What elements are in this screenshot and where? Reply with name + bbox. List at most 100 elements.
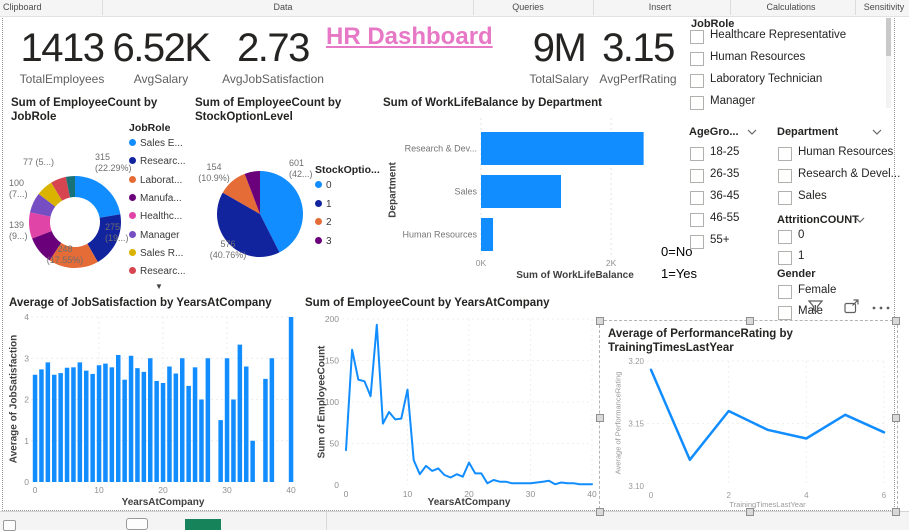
- bar[interactable]: [180, 358, 185, 482]
- bar[interactable]: [481, 175, 562, 208]
- bar[interactable]: [192, 367, 198, 482]
- bar[interactable]: [160, 383, 166, 482]
- filter-checkbox-department[interactable]: [778, 147, 792, 161]
- filter-checkbox-department[interactable]: [778, 191, 792, 205]
- more-options-icon[interactable]: [871, 304, 893, 312]
- legend-item[interactable]: Healthc...: [129, 211, 182, 222]
- bar-chart-jobsatisfaction-by-yearsatcompany[interactable]: Average of JobSatisfaction by YearsAtCom…: [5, 294, 301, 510]
- donut-segment[interactable]: [32, 230, 62, 261]
- bar[interactable]: [244, 366, 249, 483]
- bar[interactable]: [128, 355, 134, 482]
- filter-checkbox-agegroup[interactable]: [690, 191, 704, 205]
- filter-option-label[interactable]: Healthcare Representative: [710, 29, 847, 41]
- bar[interactable]: [250, 440, 255, 482]
- bar[interactable]: [288, 317, 294, 482]
- bar[interactable]: [141, 371, 147, 482]
- filter-option-label[interactable]: 26-35: [710, 168, 740, 180]
- donut-chart-employeecount-by-jobrole[interactable]: Sum of EmployeeCount by JobRole JobRole S…: [7, 94, 189, 306]
- legend-item[interactable]: 3: [315, 236, 332, 247]
- line-series[interactable]: [649, 368, 886, 462]
- filter-checkbox-jobrole[interactable]: [690, 30, 704, 44]
- selection-handle[interactable]: [746, 508, 754, 516]
- donut-segment[interactable]: [51, 176, 71, 201]
- filter-option-label[interactable]: Human Resources: [710, 51, 806, 63]
- filter-checkbox-department[interactable]: [778, 169, 792, 183]
- selection-handle[interactable]: [746, 317, 754, 325]
- filter-checkbox-attrition[interactable]: [778, 251, 792, 265]
- filter-checkbox-agegroup[interactable]: [690, 213, 704, 227]
- chevron-down-icon[interactable]: [855, 217, 865, 223]
- ribbon-group-calculations[interactable]: Calculations: [766, 2, 816, 12]
- bar[interactable]: [84, 370, 89, 482]
- filter-checkbox-agegroup[interactable]: [690, 169, 704, 183]
- legend-item[interactable]: Manufa...: [129, 193, 182, 204]
- filter-checkbox-agegroup[interactable]: [690, 235, 704, 249]
- filter-option-label[interactable]: 0: [798, 229, 805, 241]
- filter-checkbox-attrition[interactable]: [778, 230, 792, 244]
- pie-segment[interactable]: [216, 192, 280, 257]
- bar[interactable]: [154, 380, 159, 482]
- filter-checkbox-agegroup[interactable]: [690, 147, 704, 161]
- selection-handle[interactable]: [596, 508, 604, 516]
- bar[interactable]: [39, 369, 44, 482]
- bar[interactable]: [186, 385, 191, 482]
- active-page-tab[interactable]: [185, 519, 221, 530]
- pie-chart-employeecount-by-stockoptionlevel[interactable]: Sum of EmployeeCount by StockOptionLevel…: [191, 94, 380, 306]
- bar[interactable]: [224, 358, 230, 482]
- pie-segment[interactable]: [244, 171, 260, 214]
- selection-handle[interactable]: [892, 317, 900, 325]
- kpi-card-total-salary[interactable]: 9M TotalSalary: [509, 26, 609, 86]
- focus-mode-icon[interactable]: [843, 298, 861, 316]
- filter-option-label[interactable]: Sales: [798, 190, 827, 202]
- selection-handle[interactable]: [892, 508, 900, 516]
- bar[interactable]: [58, 373, 63, 482]
- filter-option-label[interactable]: Human Resources: [798, 146, 894, 158]
- line-chart-employeecount-by-yearsatcompany[interactable]: Sum of EmployeeCount by YearsAtCompany S…: [301, 294, 601, 510]
- bar[interactable]: [52, 374, 57, 482]
- bar[interactable]: [32, 374, 38, 482]
- filter-checkbox-gender[interactable]: [778, 306, 792, 320]
- filter-option-label[interactable]: 36-45: [710, 190, 740, 202]
- bar[interactable]: [148, 358, 153, 482]
- filter-option-label[interactable]: 18-25: [710, 146, 740, 158]
- selection-handle[interactable]: [892, 414, 900, 422]
- filter-option-label[interactable]: Manager: [710, 95, 756, 107]
- selection-handle[interactable]: [596, 317, 604, 325]
- line-chart-performancerating-by-trainingtimeslastyear[interactable]: Average of PerformanceRating by Training…: [596, 317, 900, 516]
- legend-item[interactable]: 1: [315, 199, 332, 210]
- pie-segment[interactable]: [260, 171, 303, 253]
- bar[interactable]: [237, 344, 243, 482]
- bar[interactable]: [64, 367, 70, 482]
- ribbon-group-insert[interactable]: Insert: [648, 2, 672, 12]
- slicer-scrollbar-track[interactable]: [886, 18, 891, 108]
- donut-segment[interactable]: [30, 193, 56, 217]
- bar[interactable]: [116, 354, 121, 482]
- legend-item[interactable]: Laborat...: [129, 175, 182, 186]
- filter-option-label[interactable]: Research & Devel...: [798, 168, 901, 180]
- legend-item[interactable]: Researc...: [129, 156, 186, 167]
- selection-handle[interactable]: [596, 414, 604, 422]
- bar[interactable]: [173, 373, 179, 482]
- bar[interactable]: [218, 420, 223, 482]
- filter-option-label[interactable]: Female: [798, 284, 837, 296]
- legend-scroll-down-icon[interactable]: ▼: [155, 282, 163, 291]
- slicer-scrollbar-thumb[interactable]: [886, 18, 891, 56]
- donut-segment[interactable]: [49, 242, 98, 268]
- legend-item[interactable]: 2: [315, 217, 332, 228]
- bar[interactable]: [109, 367, 115, 482]
- legend-item[interactable]: Researc...: [129, 266, 186, 277]
- legend-item[interactable]: Sales R...: [129, 248, 183, 259]
- donut-segment[interactable]: [87, 214, 121, 262]
- donut-segment[interactable]: [65, 176, 75, 198]
- filter-option-label[interactable]: Male: [798, 305, 823, 317]
- chevron-down-icon[interactable]: [872, 129, 882, 135]
- bar[interactable]: [71, 367, 76, 482]
- bar[interactable]: [167, 366, 172, 483]
- ribbon-group-data[interactable]: Data: [273, 2, 293, 12]
- page-tab-icon[interactable]: [126, 518, 148, 530]
- chevron-down-icon[interactable]: [747, 129, 757, 135]
- donut-segment[interactable]: [28, 212, 52, 239]
- bar[interactable]: [135, 368, 140, 482]
- bar[interactable]: [103, 363, 108, 482]
- ribbon-group-sensitivity[interactable]: Sensitivity: [863, 2, 905, 12]
